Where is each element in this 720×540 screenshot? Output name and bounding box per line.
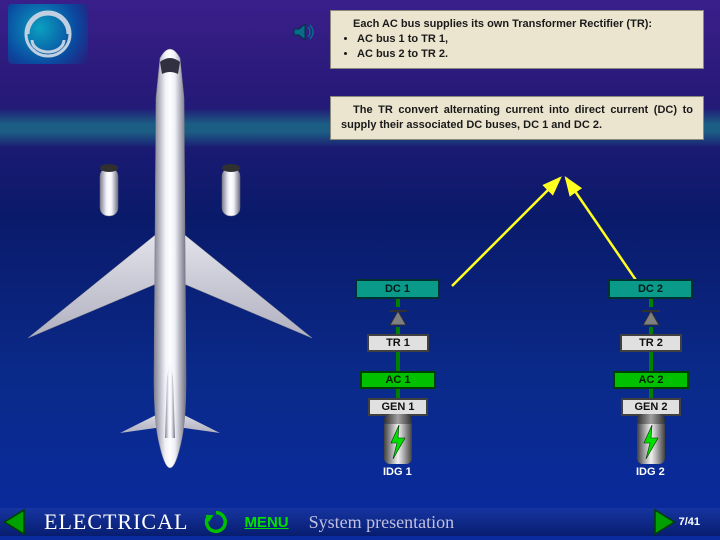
info-1-bullet-2: AC bus 2 to TR 2. (357, 47, 693, 62)
prev-page-button[interactable] (0, 510, 30, 534)
ac-1-label: AC 1 (385, 374, 410, 386)
page-indicator: 7/41 (679, 516, 720, 528)
page-subtitle: System presentation (303, 512, 649, 533)
brand-logo (8, 4, 88, 64)
tr-1-label: TR 1 (386, 337, 410, 349)
dc-bus-2: DC 2 (608, 279, 693, 299)
idg-2-label: IDG 2 (636, 466, 665, 478)
dc-bus-1: DC 1 (355, 279, 440, 299)
ac-2-label: AC 2 (638, 374, 663, 386)
footer-bar: ELECTRICAL MENU System presentation 7/41 (0, 508, 720, 536)
wire (396, 352, 400, 372)
info-box-2: The TR convert alternating current into … (330, 96, 704, 140)
dc-2-label: DC 2 (638, 283, 663, 295)
info-1-bullet-1: AC bus 1 to TR 1, (357, 32, 693, 47)
info-1-lead: Each AC bus supplies its own Transformer… (341, 17, 693, 32)
flow-arrow-left (0, 0, 720, 540)
idg-1-cylinder (384, 420, 412, 464)
dc-1-label: DC 1 (385, 283, 410, 295)
tr-1: TR 1 (367, 334, 429, 352)
info-2-text: The TR convert alternating current into … (341, 103, 693, 133)
diode-2 (639, 305, 663, 329)
wire (649, 352, 653, 372)
refresh-button[interactable] (202, 510, 230, 534)
gen-1-label: GEN 1 (381, 401, 414, 413)
menu-button[interactable]: MENU (230, 514, 302, 531)
idg-1-label: IDG 1 (383, 466, 412, 478)
diode-1 (386, 305, 410, 329)
module-title: ELECTRICAL (30, 509, 202, 535)
ac-bus-1: AC 1 (360, 371, 436, 389)
next-page-button[interactable] (649, 510, 679, 534)
info-box-1: Each AC bus supplies its own Transformer… (330, 10, 704, 69)
audio-icon[interactable] (292, 22, 316, 42)
gen-2-label: GEN 2 (634, 401, 667, 413)
ac-bus-2: AC 2 (613, 371, 689, 389)
tr-2-label: TR 2 (639, 337, 663, 349)
tr-2: TR 2 (620, 334, 682, 352)
idg-2-cylinder (637, 420, 665, 464)
